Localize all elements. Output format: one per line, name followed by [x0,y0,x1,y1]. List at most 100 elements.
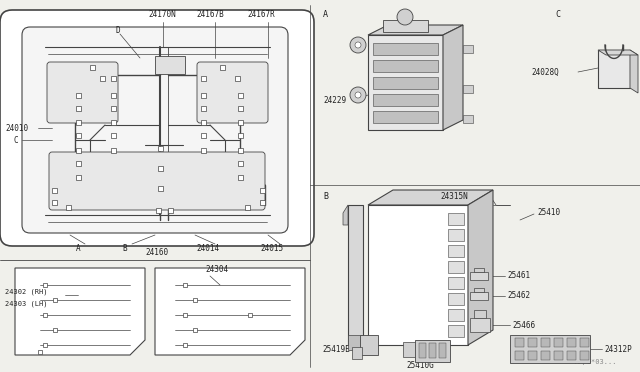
Polygon shape [343,205,348,225]
Text: AP/0*03...: AP/0*03... [575,359,618,365]
Bar [237,174,243,180]
Polygon shape [15,268,145,355]
Text: 24014: 24014 [196,244,219,253]
Bar [237,160,243,166]
Text: 24315N: 24315N [440,192,468,201]
Bar [200,119,205,125]
Text: 25462: 25462 [507,292,530,301]
Bar [448,245,464,257]
Bar [510,335,590,363]
Polygon shape [598,50,638,55]
Text: 24028Q: 24028Q [531,67,559,77]
Bar [183,343,187,347]
Bar [598,50,630,88]
Bar [111,132,115,138]
Polygon shape [443,25,463,130]
Bar [111,148,115,153]
Text: 25410G: 25410G [406,362,434,371]
Circle shape [350,87,366,103]
Bar [244,205,250,209]
Bar [99,76,104,80]
Bar [157,186,163,190]
Bar [183,283,187,287]
Bar [463,85,473,93]
Bar [515,351,524,360]
Bar [368,205,468,345]
Bar [448,309,464,321]
Text: 25461: 25461 [507,272,530,280]
Text: 25419E: 25419E [322,346,349,355]
Bar [415,340,450,362]
Bar [76,93,81,97]
Bar [580,351,589,360]
Bar [237,106,243,110]
Bar [368,35,443,130]
Bar [373,111,438,123]
Bar [111,119,115,125]
Bar [76,119,81,125]
Bar [515,338,524,347]
Bar [51,187,56,192]
Bar [259,187,264,192]
Text: 25410: 25410 [537,208,560,217]
Bar [470,292,488,300]
Bar [237,119,243,125]
Bar [65,205,70,209]
Polygon shape [348,335,363,350]
Text: 24160: 24160 [145,247,168,257]
Text: A: A [76,244,81,253]
Bar [463,115,473,123]
Text: A: A [323,10,328,19]
Bar [168,208,173,212]
Polygon shape [155,268,305,355]
Bar [470,318,490,332]
Bar [38,350,42,354]
Text: C: C [14,135,19,144]
Bar [470,272,488,280]
FancyBboxPatch shape [22,27,288,233]
Bar [448,293,464,305]
Bar [474,268,484,272]
Bar [200,76,205,80]
FancyBboxPatch shape [0,10,314,246]
Bar [554,338,563,347]
Bar [463,45,473,53]
Bar [448,325,464,337]
Bar [373,60,438,72]
Bar [448,229,464,241]
Bar [528,338,537,347]
Bar [76,106,81,110]
Bar [248,313,252,317]
Circle shape [350,37,366,53]
Bar [474,310,486,318]
Bar [348,205,363,345]
Bar [429,343,436,358]
Bar [155,56,185,74]
Text: D: D [116,26,120,35]
Polygon shape [368,190,493,205]
Text: 24304: 24304 [205,266,228,275]
Bar [43,313,47,317]
Bar [200,106,205,110]
Bar [43,343,47,347]
Text: 24302 (RH): 24302 (RH) [5,289,47,295]
Bar [474,288,484,292]
Bar [200,148,205,153]
Text: 24167R: 24167R [247,10,275,19]
Bar [76,174,81,180]
Text: B: B [122,244,127,253]
Bar [200,132,205,138]
Text: B: B [323,192,328,201]
Circle shape [355,42,361,48]
Bar [352,347,362,359]
Bar [237,132,243,138]
Bar [53,328,57,332]
Bar [76,132,81,138]
Text: 24015: 24015 [260,244,283,253]
Polygon shape [468,190,493,345]
Text: 24303 (LH): 24303 (LH) [5,301,47,307]
Bar [383,20,428,32]
Text: C: C [555,10,560,19]
Bar [111,93,115,97]
Text: 24170N: 24170N [148,10,176,19]
